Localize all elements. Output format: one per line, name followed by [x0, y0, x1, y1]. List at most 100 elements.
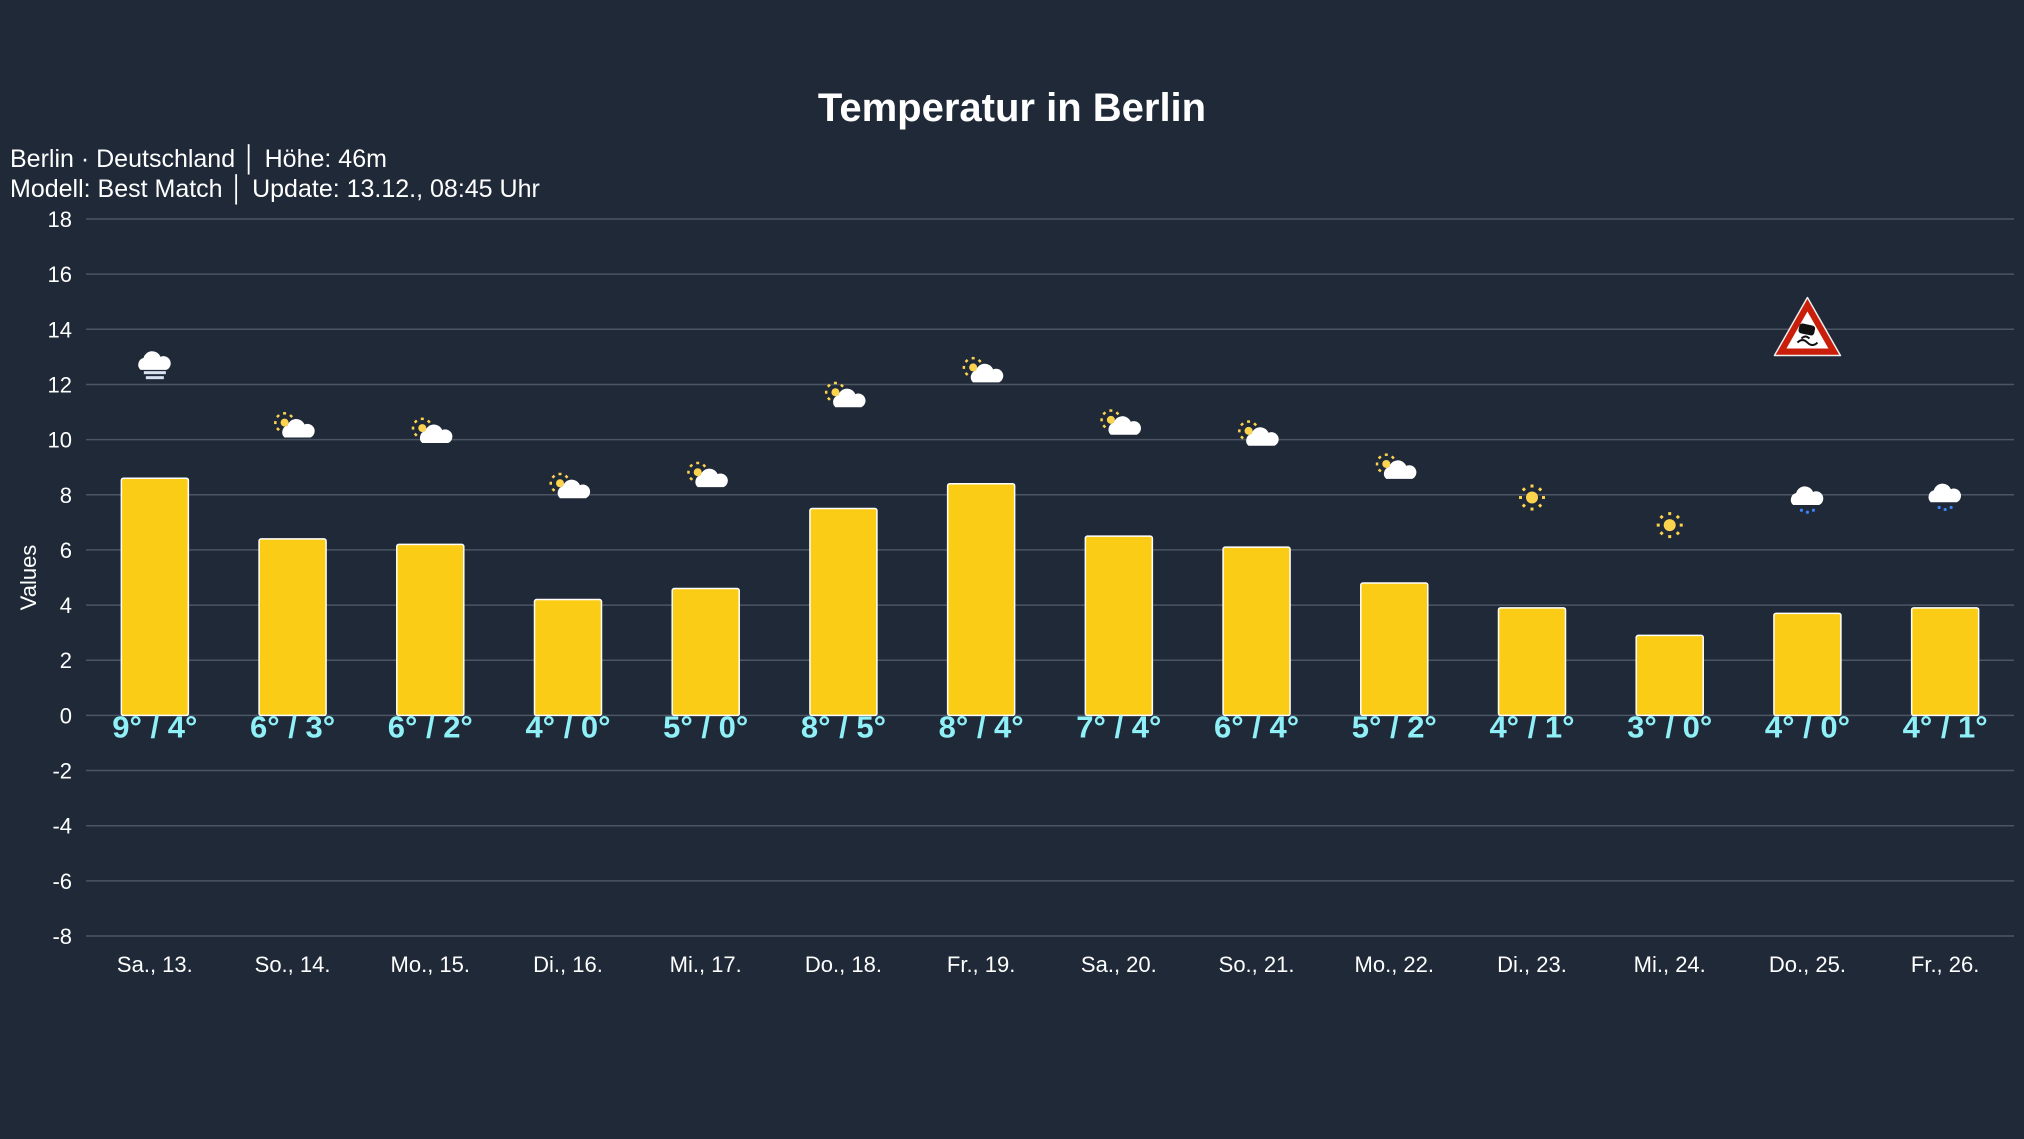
y-tick-label: 10 — [48, 428, 72, 453]
sun-ray — [826, 383, 831, 388]
sun-ray — [1521, 503, 1526, 508]
bar — [258, 538, 327, 717]
sun-ray — [1675, 531, 1680, 536]
sun-ray — [964, 358, 969, 363]
car-shape — [1798, 323, 1816, 336]
chart-title: Temperatur in Berlin — [817, 86, 1207, 130]
x-tick-label: Sa., 13. — [117, 952, 193, 977]
value-label: 4° / 1° — [1489, 709, 1574, 744]
y-tick-label: 12 — [48, 372, 72, 397]
bar — [1222, 546, 1291, 717]
x-tick-label: Mi., 24. — [1634, 952, 1706, 977]
partly-cloudy-icon — [687, 461, 728, 488]
drizzle-icon — [1928, 483, 1961, 512]
partly-cloudy-icon — [824, 381, 866, 408]
sun-disc — [1382, 459, 1391, 468]
x-tick-label: Sa., 20. — [1081, 952, 1157, 977]
partly-cloudy-icon — [1100, 409, 1141, 435]
sun-ray — [1390, 455, 1395, 460]
rain-drop — [1949, 505, 1953, 510]
value-label: 4° / 0° — [1765, 709, 1850, 744]
bar — [1910, 607, 1980, 717]
sun-icon — [1656, 512, 1683, 539]
sun-ray — [276, 414, 280, 418]
bar — [533, 598, 603, 717]
x-tick-label: Mi., 17. — [670, 952, 742, 977]
sun-ray — [1253, 422, 1258, 427]
sun-ray — [564, 474, 569, 479]
location-info: Berlin · Deutschland │ Höhe: 46m — [10, 145, 387, 173]
x-tick-label: Do., 25. — [1769, 952, 1846, 977]
x-tick-label: Di., 16. — [533, 952, 603, 977]
cloud-shape — [557, 479, 591, 499]
sun-ray — [289, 414, 294, 418]
cloud-shape — [1246, 427, 1279, 446]
value-label: 6° / 2° — [388, 709, 473, 744]
bar — [1360, 582, 1429, 717]
partly-cloudy-icon — [549, 472, 591, 499]
sun-disc — [556, 479, 564, 488]
fog-line — [143, 371, 166, 375]
fog-icon — [138, 351, 171, 380]
model-update-info: Modell: Best Match │ Update: 13.12., 08:… — [10, 175, 540, 203]
value-label: 4° / 0° — [525, 709, 610, 744]
bar — [809, 507, 878, 717]
skid-marks — [1796, 335, 1819, 347]
value-label: 5° / 2° — [1352, 709, 1437, 744]
sun-icon — [1519, 484, 1545, 511]
sun-disc — [1106, 415, 1115, 424]
sun-ray — [1675, 514, 1680, 520]
sun-ray — [1102, 411, 1107, 416]
sun-ray — [1659, 514, 1664, 520]
sun-disc — [418, 424, 427, 433]
cloud-shape — [970, 363, 1004, 383]
bar — [120, 477, 190, 717]
rain-drop — [1805, 510, 1810, 514]
cloud-shape — [833, 388, 866, 408]
bar — [1084, 535, 1154, 717]
value-label: 3° / 0° — [1627, 709, 1712, 744]
sun-ray — [1659, 531, 1664, 536]
bar — [1497, 607, 1567, 717]
bar — [396, 543, 465, 717]
partly-cloudy-icon — [1375, 453, 1417, 479]
partly-cloudy-icon — [962, 356, 1004, 383]
sun-disc — [1526, 491, 1538, 504]
x-tick-label: Mo., 22. — [1355, 952, 1434, 977]
cloud-shape — [419, 424, 453, 444]
rain-drop — [1799, 508, 1804, 512]
sun-ray — [413, 419, 418, 424]
cloud-shape — [1790, 486, 1824, 505]
value-label: 6° / 4° — [1214, 709, 1299, 744]
partly-cloudy-icon — [274, 412, 315, 438]
bar — [946, 482, 1016, 717]
sun-ray — [1538, 487, 1543, 492]
y-tick-label: 2 — [60, 648, 72, 673]
value-label: 8° / 5° — [801, 709, 886, 744]
value-label: 7° / 4° — [1076, 709, 1161, 744]
sun-ray — [689, 463, 694, 468]
sun-ray — [1240, 435, 1244, 440]
sun-ray — [1240, 422, 1244, 427]
sun-disc — [969, 363, 978, 372]
sun-ray — [1538, 503, 1543, 508]
sun-ray — [1115, 411, 1120, 416]
y-tick-label: 0 — [60, 703, 72, 728]
value-label: 5° / 0° — [663, 709, 748, 744]
fog-line — [145, 376, 164, 380]
sun-ray — [702, 463, 707, 468]
y-axis-label: Values — [16, 545, 41, 611]
x-tick-label: Di., 23. — [1497, 952, 1567, 977]
sun-ray — [1102, 424, 1107, 429]
cloud-shape — [1928, 483, 1961, 503]
sun-disc — [280, 418, 289, 427]
y-tick-label: 14 — [48, 317, 72, 342]
value-label: 4° / 1° — [1903, 709, 1988, 744]
sun-disc — [693, 468, 702, 477]
sun-ray — [826, 396, 831, 401]
value-label: 9° / 4° — [112, 709, 197, 744]
sun-ray — [276, 427, 280, 432]
bar — [1635, 634, 1704, 717]
partly-cloudy-icon — [411, 417, 453, 444]
